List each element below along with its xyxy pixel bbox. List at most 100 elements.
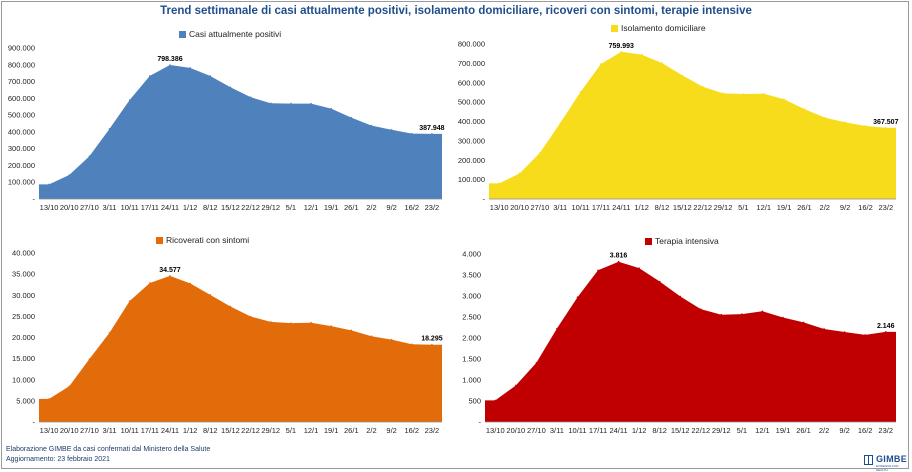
x-tick-label: 22/12 bbox=[693, 203, 712, 212]
y-tick-label: 500 bbox=[468, 397, 481, 406]
data-point bbox=[68, 385, 71, 388]
y-tick-label: 30.000 bbox=[12, 291, 35, 300]
legend-label: Ricoverati con sintomi bbox=[166, 235, 249, 245]
data-point bbox=[169, 275, 171, 277]
data-point bbox=[661, 62, 663, 64]
y-tick-label: 400.000 bbox=[8, 127, 35, 136]
legend-swatch bbox=[179, 31, 186, 38]
data-point bbox=[802, 321, 805, 324]
series-area bbox=[39, 65, 442, 199]
x-tick-label: 19/1 bbox=[324, 203, 339, 212]
data-point bbox=[410, 343, 413, 346]
data-point bbox=[48, 398, 50, 400]
x-tick-label: 27/10 bbox=[80, 426, 99, 435]
x-tick-label: 19/1 bbox=[776, 426, 791, 435]
y-tick-label: 1.000 bbox=[462, 376, 481, 385]
x-tick-label: 16/2 bbox=[858, 203, 873, 212]
data-point bbox=[310, 321, 312, 324]
y-tick-label: 2.000 bbox=[462, 334, 481, 343]
x-tick-label: 13/10 bbox=[40, 203, 59, 212]
x-tick-label: 29/12 bbox=[261, 203, 280, 212]
x-tick-label: 22/12 bbox=[691, 426, 710, 435]
series-area bbox=[489, 51, 896, 199]
data-point bbox=[597, 269, 599, 272]
data-point bbox=[556, 327, 558, 330]
x-tick-label: 19/1 bbox=[777, 203, 792, 212]
data-point bbox=[658, 280, 661, 283]
data-label: 34.577 bbox=[159, 267, 181, 274]
y-tick-label: - bbox=[33, 418, 36, 427]
x-tick-label: 5/1 bbox=[738, 203, 748, 212]
x-tick-label: 2/2 bbox=[366, 426, 376, 435]
x-tick-label: 1/12 bbox=[632, 426, 647, 435]
x-tick-label: 12/1 bbox=[755, 426, 770, 435]
y-tick-label: 300.000 bbox=[8, 144, 35, 153]
x-tick-label: 3/11 bbox=[103, 426, 117, 435]
data-point bbox=[494, 399, 497, 402]
x-tick-label: 5/1 bbox=[286, 203, 296, 212]
data-point bbox=[48, 183, 50, 186]
data-point bbox=[535, 361, 538, 364]
y-tick-label: 200.000 bbox=[458, 156, 485, 165]
y-tick-label: 800.000 bbox=[8, 60, 35, 69]
x-tick-label: 8/12 bbox=[203, 203, 218, 212]
y-tick-label: 20.000 bbox=[12, 333, 35, 342]
data-point bbox=[431, 133, 433, 135]
y-tick-label: 300.000 bbox=[458, 136, 485, 145]
x-tick-label: 26/1 bbox=[796, 426, 811, 435]
x-tick-label: 24/11 bbox=[609, 426, 627, 435]
gimbe-logo: GIMBE EVIDENCE FOR HEALTH bbox=[864, 454, 910, 472]
data-point bbox=[169, 64, 171, 66]
data-point bbox=[638, 267, 640, 269]
x-tick-label: 13/10 bbox=[490, 203, 509, 212]
data-point bbox=[370, 124, 373, 127]
x-tick-label: 2/2 bbox=[820, 203, 830, 212]
data-point bbox=[410, 132, 413, 135]
data-label: 18.295 bbox=[421, 336, 443, 343]
x-tick-label: 27/10 bbox=[530, 203, 549, 212]
data-point bbox=[498, 182, 500, 185]
x-tick-label: 23/2 bbox=[425, 426, 440, 435]
data-point bbox=[269, 321, 272, 323]
data-label: 367.507 bbox=[873, 119, 898, 126]
data-point bbox=[290, 322, 292, 324]
y-tick-label: 15.000 bbox=[12, 354, 35, 363]
data-point bbox=[149, 75, 151, 77]
data-point bbox=[108, 331, 111, 334]
data-point bbox=[128, 300, 131, 302]
y-tick-label: 900.000 bbox=[8, 44, 35, 53]
x-tick-label: 9/2 bbox=[839, 426, 849, 435]
footer-update: Aggiornamento: 23 febbraio 2021 bbox=[6, 456, 110, 463]
y-tick-label: 1.500 bbox=[462, 355, 481, 364]
x-tick-label: 2/2 bbox=[819, 426, 829, 435]
legend-swatch bbox=[156, 237, 163, 244]
data-point bbox=[885, 126, 887, 129]
x-tick-label: 27/10 bbox=[80, 203, 99, 212]
data-point bbox=[679, 295, 682, 298]
x-tick-label: 10/11 bbox=[568, 426, 586, 435]
page-title: Trend settimanale di casi attualmente po… bbox=[160, 5, 752, 17]
data-point bbox=[803, 108, 806, 110]
x-tick-label: 17/11 bbox=[589, 426, 607, 435]
data-label: 798.386 bbox=[157, 56, 182, 63]
data-point bbox=[310, 102, 312, 105]
y-tick-label: 100.000 bbox=[8, 178, 35, 187]
data-point bbox=[559, 122, 562, 124]
x-tick-label: 16/2 bbox=[404, 426, 419, 435]
x-tick-label: 9/2 bbox=[386, 203, 396, 212]
data-point bbox=[864, 334, 866, 336]
data-point bbox=[600, 63, 602, 65]
x-tick-label: 29/12 bbox=[261, 426, 280, 435]
data-point bbox=[229, 86, 232, 89]
x-tick-label: 1/12 bbox=[183, 203, 198, 212]
data-point bbox=[864, 125, 867, 127]
data-point bbox=[699, 308, 702, 310]
data-label: 387.948 bbox=[419, 125, 444, 132]
x-tick-label: 19/1 bbox=[324, 426, 339, 435]
x-tick-label: 23/2 bbox=[425, 203, 440, 212]
x-tick-label: 27/10 bbox=[527, 426, 546, 435]
y-tick-label: 2.500 bbox=[462, 313, 481, 322]
x-tick-label: 20/10 bbox=[506, 426, 525, 435]
